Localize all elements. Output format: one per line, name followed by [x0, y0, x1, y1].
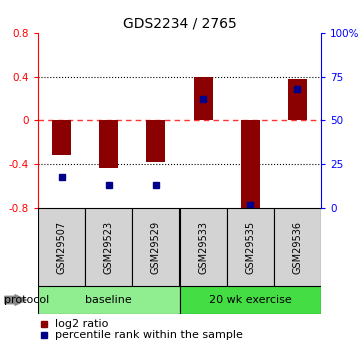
- FancyArrow shape: [5, 295, 26, 305]
- Bar: [193, 77, 213, 120]
- Text: GSM29507: GSM29507: [57, 220, 66, 274]
- Text: GSM29523: GSM29523: [104, 220, 114, 274]
- Bar: [85, 208, 132, 286]
- Bar: [241, 120, 260, 208]
- Bar: [179, 286, 321, 314]
- Bar: [38, 208, 85, 286]
- Text: baseline: baseline: [85, 295, 132, 305]
- Text: log2 ratio: log2 ratio: [55, 319, 108, 329]
- Bar: [99, 120, 118, 168]
- Text: GSM29536: GSM29536: [292, 220, 303, 274]
- Text: 20 wk exercise: 20 wk exercise: [209, 295, 292, 305]
- Title: GDS2234 / 2765: GDS2234 / 2765: [123, 17, 236, 30]
- Text: GSM29533: GSM29533: [198, 220, 208, 274]
- Bar: [179, 208, 227, 286]
- Bar: [227, 208, 274, 286]
- Bar: [274, 208, 321, 286]
- Bar: [38, 286, 179, 314]
- Text: GSM29535: GSM29535: [245, 220, 255, 274]
- Bar: [147, 120, 165, 162]
- Text: GSM29529: GSM29529: [151, 220, 161, 274]
- Text: protocol: protocol: [4, 295, 49, 305]
- Bar: [132, 208, 179, 286]
- Text: percentile rank within the sample: percentile rank within the sample: [55, 330, 243, 340]
- Bar: [52, 120, 71, 156]
- Bar: [288, 79, 307, 120]
